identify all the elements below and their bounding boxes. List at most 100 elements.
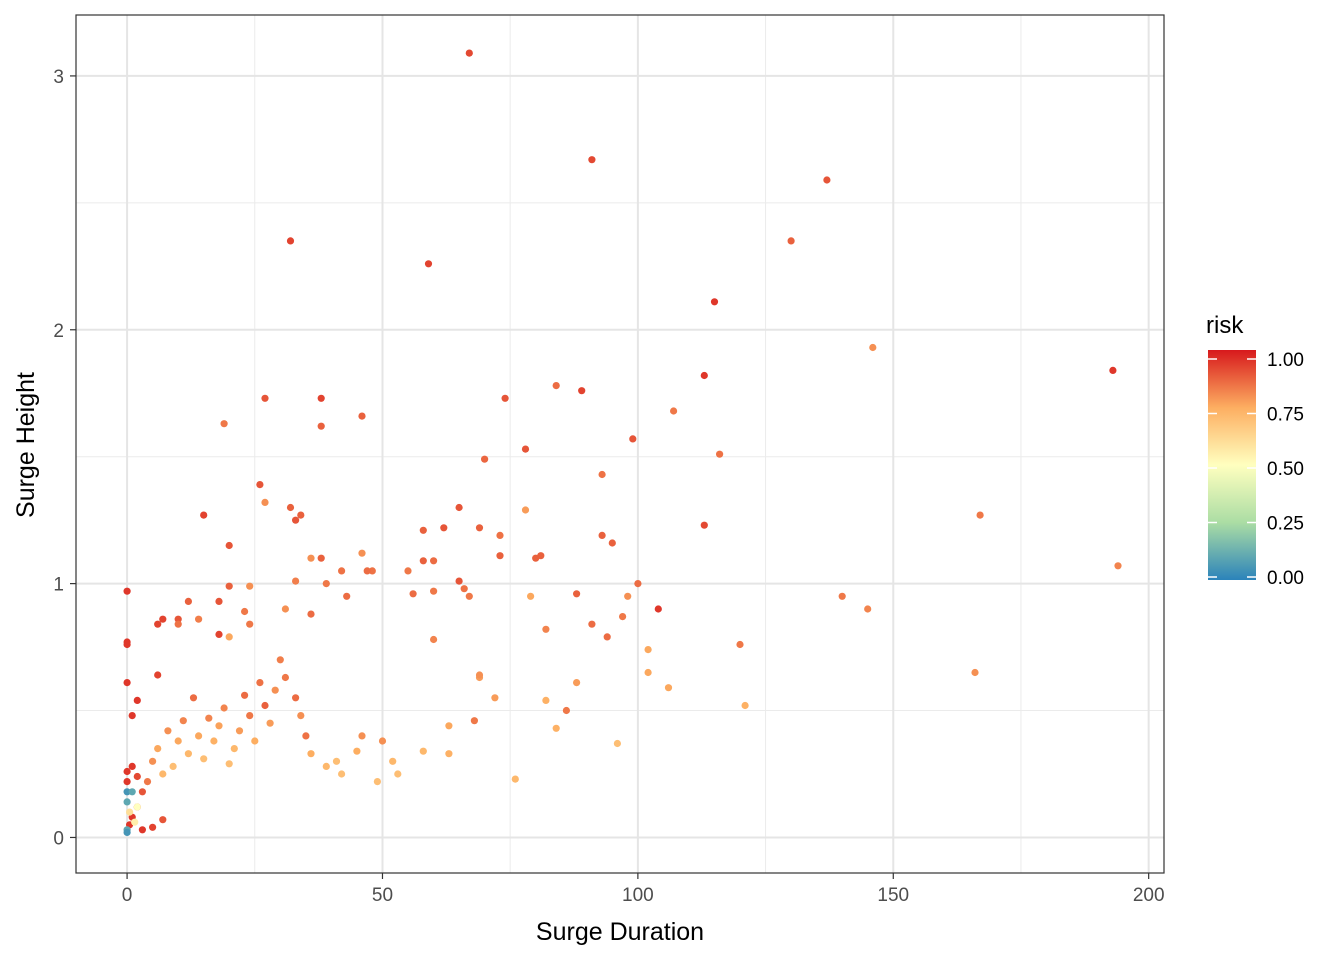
data-point	[710, 298, 719, 306]
data-point	[256, 679, 264, 687]
data-point	[787, 237, 795, 245]
data-point	[225, 633, 233, 641]
data-point	[389, 757, 397, 765]
y-tick-label: 0	[53, 828, 64, 849]
data-point	[869, 343, 877, 352]
data-point	[297, 511, 305, 519]
y-tick-label: 3	[53, 67, 64, 88]
data-point	[123, 778, 131, 786]
data-point	[154, 620, 162, 628]
data-point	[133, 803, 141, 811]
data-point	[598, 470, 606, 479]
data-point	[496, 552, 504, 560]
data-point	[261, 701, 269, 710]
data-point	[128, 788, 136, 796]
data-points	[123, 49, 1122, 837]
data-point	[542, 696, 550, 705]
data-point	[481, 455, 489, 463]
x-axis-label: Surge Duration	[536, 918, 704, 946]
data-point	[838, 592, 846, 600]
data-point	[246, 712, 254, 720]
data-point	[184, 750, 192, 758]
data-point	[184, 597, 192, 606]
grid-minor	[76, 15, 1164, 873]
data-point	[475, 524, 484, 532]
data-point	[424, 260, 433, 268]
data-point	[521, 445, 530, 453]
x-tick-label: 50	[372, 885, 393, 906]
panel-border	[75, 14, 1165, 874]
data-point	[241, 607, 249, 616]
data-point	[220, 420, 228, 428]
data-point	[266, 719, 274, 727]
data-point	[654, 605, 662, 613]
data-point	[235, 727, 244, 735]
data-point	[864, 605, 872, 613]
data-point	[552, 382, 560, 390]
legend-tick-label: 0.00	[1267, 568, 1304, 589]
data-point	[475, 671, 484, 679]
data-point	[465, 592, 473, 600]
data-point	[562, 706, 571, 715]
data-point	[338, 770, 346, 778]
data-point	[131, 818, 139, 826]
data-point	[292, 694, 300, 702]
data-point	[159, 770, 167, 778]
legend-title: risk	[1206, 312, 1244, 339]
data-point	[598, 531, 606, 540]
data-point	[1114, 562, 1122, 570]
data-point	[195, 732, 203, 740]
data-point	[634, 580, 642, 588]
data-point	[511, 775, 519, 783]
data-point	[292, 516, 300, 524]
data-point	[971, 668, 979, 677]
panel-background	[76, 15, 1164, 873]
data-point	[286, 237, 295, 245]
x-tick-label: 200	[1133, 885, 1165, 906]
data-point	[128, 712, 136, 720]
data-point	[445, 722, 453, 730]
data-point	[470, 717, 478, 725]
data-point	[128, 762, 136, 771]
y-axis-label: Surge Height	[12, 372, 40, 518]
data-point	[225, 582, 233, 590]
data-point	[419, 747, 427, 755]
data-point	[700, 521, 708, 529]
data-point	[578, 387, 586, 395]
data-point	[445, 750, 453, 758]
data-point	[205, 714, 213, 722]
legend-tick-label: 1.00	[1267, 350, 1304, 371]
data-point	[159, 615, 167, 623]
data-point	[588, 620, 596, 628]
data-point	[373, 778, 381, 786]
data-point	[460, 585, 468, 593]
data-point	[215, 597, 223, 606]
data-point	[1109, 366, 1117, 374]
data-point	[143, 778, 152, 786]
data-point	[200, 755, 208, 763]
data-point	[358, 412, 366, 420]
data-point	[409, 590, 417, 598]
data-point	[624, 592, 632, 600]
data-point	[358, 732, 366, 740]
data-point	[174, 737, 182, 745]
y-tick-label: 1	[53, 575, 64, 596]
data-point	[149, 757, 157, 765]
data-point	[419, 557, 427, 565]
data-point	[126, 808, 134, 816]
data-point	[552, 724, 560, 732]
data-point	[123, 587, 131, 595]
data-point	[220, 704, 228, 712]
legend-tick-label: 0.25	[1267, 514, 1304, 535]
data-point	[353, 747, 361, 755]
data-point	[179, 717, 187, 725]
data-point	[154, 671, 162, 679]
data-point	[195, 615, 203, 623]
legend-ticks: 1.00 0.75 0.50 0.25 0.00	[1208, 350, 1304, 589]
data-point	[491, 694, 499, 702]
x-tick-label: 100	[622, 885, 654, 906]
y-axis: 0 1 2 3	[53, 67, 76, 849]
data-point	[573, 679, 581, 687]
data-point	[363, 567, 371, 575]
